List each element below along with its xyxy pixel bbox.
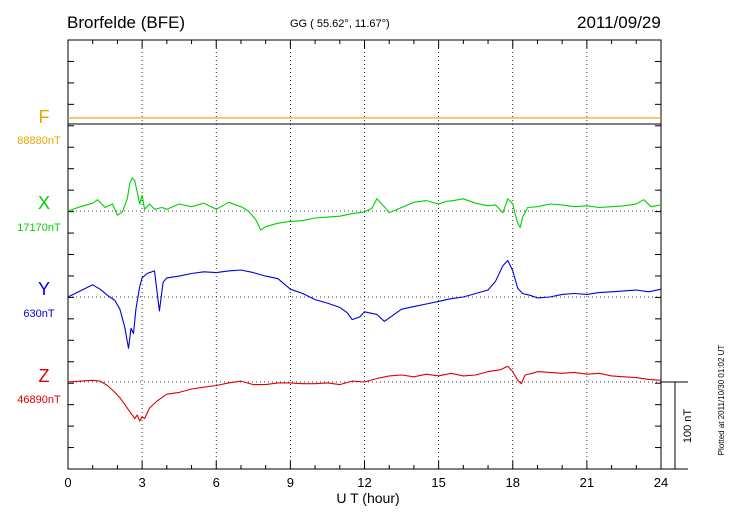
grid-lines (68, 40, 661, 469)
x-tick-label: 24 (654, 475, 668, 490)
scale-bar: 100 nT (661, 381, 694, 470)
x-tick-label: 12 (357, 475, 371, 490)
x-tick-label: 21 (580, 475, 594, 490)
trace-name-y: Y (38, 279, 50, 299)
x-tick-label: 15 (431, 475, 445, 490)
station-coordinates: GG ( 55.62°, 11.67°) (290, 18, 390, 30)
trace-name-z: Z (39, 366, 50, 386)
trace-baseline-z: 46890nT (17, 394, 61, 406)
series-line-y (67, 259, 662, 349)
series-line-z (67, 365, 662, 422)
trace-labels: F 88880nT X 17170nT Y 630nT Z 46890nT (17, 107, 61, 406)
x-tick-label: 0 (64, 475, 71, 490)
trace-baseline-x: 17170nT (17, 222, 61, 234)
x-tick-label: 9 (287, 475, 294, 490)
plot-date: 2011/09/29 (577, 13, 661, 32)
trace-name-x: X (38, 193, 50, 213)
x-tick-label: 18 (506, 475, 520, 490)
axis-ticks: 0 3 6 9 12 15 18 21 24 (64, 40, 668, 490)
x-axis-label: U T (hour) (336, 490, 399, 506)
station-title: Brorfelde (BFE) (67, 13, 185, 32)
trace-baseline-f: 88880nT (17, 135, 61, 147)
trace-baseline-y: 630nT (23, 308, 54, 320)
series-line-x (67, 177, 662, 231)
plotted-at-note: Plotted at 2011/10/30 01:02 UT (717, 345, 726, 456)
scale-bar-label: 100 nT (682, 409, 694, 444)
x-tick-label: 3 (139, 475, 146, 490)
trace-name-f: F (39, 107, 50, 127)
series-group (67, 117, 662, 422)
x-tick-label: 6 (213, 475, 220, 490)
